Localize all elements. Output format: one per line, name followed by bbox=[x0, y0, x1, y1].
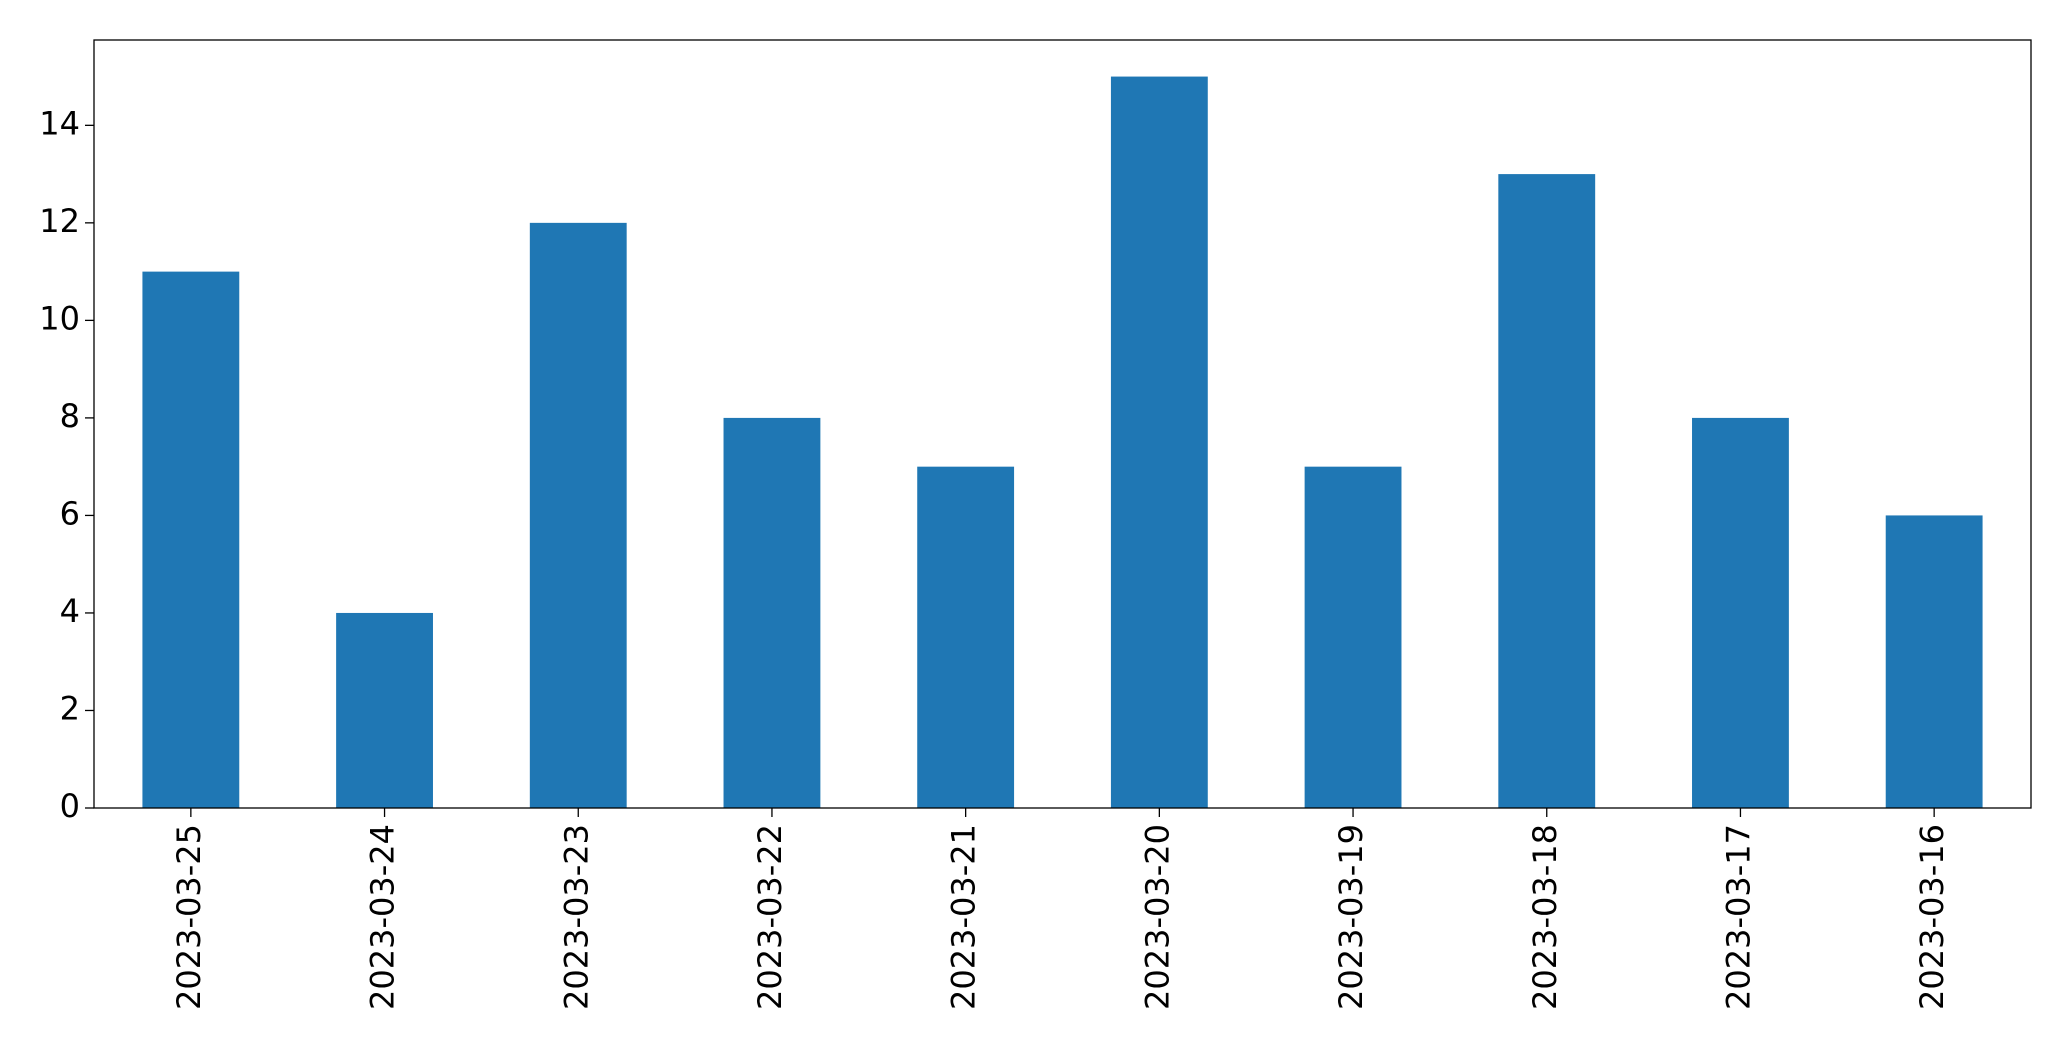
x-tick-label: 2023-03-24 bbox=[364, 824, 402, 1010]
x-tick-label: 2023-03-25 bbox=[170, 824, 208, 1010]
bar bbox=[1110, 76, 1208, 809]
y-tick-label: 2 bbox=[60, 689, 80, 727]
bar bbox=[529, 222, 627, 808]
bar bbox=[142, 271, 240, 809]
bar bbox=[917, 466, 1015, 808]
bar bbox=[1692, 417, 1789, 808]
y-tick-label: 6 bbox=[60, 494, 80, 532]
x-tick-label: 2023-03-16 bbox=[1913, 824, 1951, 1010]
x-tick-label: 2023-03-23 bbox=[557, 824, 595, 1010]
bar bbox=[1304, 466, 1402, 808]
bar bbox=[336, 612, 433, 808]
y-tick-label: 4 bbox=[60, 592, 80, 630]
y-tick-label: 14 bbox=[39, 104, 80, 142]
bar bbox=[1498, 174, 1596, 809]
plot-frame bbox=[93, 39, 2032, 809]
y-tick-label: 12 bbox=[39, 202, 80, 240]
x-tick-label: 2023-03-18 bbox=[1526, 824, 1564, 1010]
x-tick-label: 2023-03-19 bbox=[1332, 824, 1370, 1010]
bar bbox=[723, 417, 821, 808]
x-tick-label: 2023-03-20 bbox=[1138, 824, 1176, 1010]
x-tick-label: 2023-03-22 bbox=[751, 824, 789, 1010]
bar bbox=[1885, 515, 1983, 808]
x-tick-label: 2023-03-21 bbox=[945, 824, 983, 1010]
y-tick-label: 0 bbox=[60, 787, 80, 825]
x-tick-label: 2023-03-17 bbox=[1719, 824, 1757, 1010]
y-tick-label: 8 bbox=[60, 397, 80, 435]
y-tick-label: 10 bbox=[39, 299, 80, 337]
